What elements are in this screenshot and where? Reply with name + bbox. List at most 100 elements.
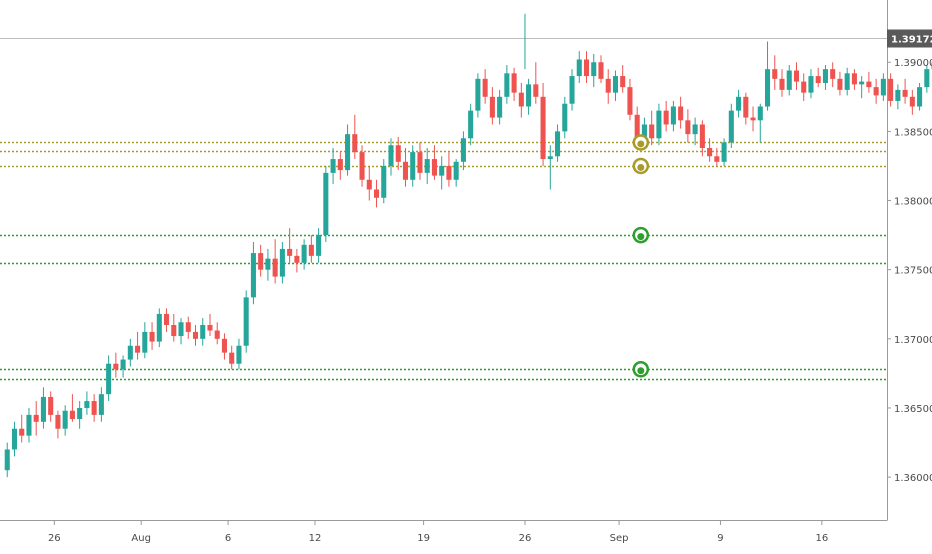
candle-body [866,82,871,88]
candle-body [34,415,39,422]
candle-body [135,346,140,353]
level-marker-dot [637,164,644,171]
candle-body [895,90,900,101]
candle-body [207,325,212,331]
candle-body [410,152,415,180]
axes [0,0,888,521]
candle-body [157,314,162,342]
candle-body [236,346,241,364]
candle-body [569,76,574,104]
candle-body [432,159,437,176]
price-tick-label: 1.37500 [894,266,932,277]
candle-body [331,159,336,173]
candle-body [244,297,249,345]
candle-body [128,346,133,360]
candle-body [743,97,748,118]
price-tick-label: 1.39000 [894,58,932,69]
candle-body [823,69,828,83]
level-markers [634,135,648,376]
candle-body [150,332,155,342]
candle-body [193,332,198,339]
candle-body [388,145,393,166]
candle-body [26,415,31,436]
time-tick-label: 12 [309,533,322,544]
candle-body [374,189,379,197]
candle-body [504,73,509,97]
candle-body [367,180,372,190]
candle-body [280,249,285,277]
time-tick-label: 19 [417,533,430,544]
candle-body [215,331,220,339]
candle-body [910,97,915,107]
level-marker-dot [637,233,644,240]
candle-body [309,245,314,256]
candle-body [490,97,495,118]
price-axis-ticks[interactable]: 1.390001.385001.380001.375001.370001.365… [887,58,932,484]
level-marker-1[interactable] [634,159,648,173]
candle-body [693,124,698,134]
candle-body [714,156,719,162]
candle-body [251,253,256,297]
candle-body [852,73,857,84]
level-marker-2[interactable] [634,228,648,242]
price-tick-label: 1.38500 [894,127,932,138]
candle-body [352,134,357,152]
current-price-tag: 1.39172 [887,30,932,48]
candle-body [620,76,625,87]
level-marker-dot [637,140,644,147]
candle-body [439,166,444,176]
candle-body [787,71,792,90]
candle-body [888,79,893,101]
candle-body [12,429,17,450]
candle-body [461,138,466,162]
candle-body [417,152,422,173]
candle-body [541,97,546,159]
candle-body [562,104,567,132]
candle-body [294,256,299,263]
candle-body [5,449,10,470]
candle-body [758,106,763,120]
candle-body [200,325,205,339]
time-tick-label: 9 [717,533,723,544]
price-tick-label: 1.38000 [894,197,932,208]
candle-body [403,162,408,180]
time-tick-label: 6 [225,533,231,544]
candle-body [613,76,618,93]
candle-body [497,97,502,118]
level-marker-0[interactable] [634,135,648,149]
candle-body [171,325,176,336]
candle-body [859,82,864,85]
candle-body [425,159,430,173]
candle-body [323,173,328,235]
candle-body [360,152,365,180]
candle-body [381,166,386,198]
time-tick-label: Aug [131,533,151,544]
candle-body [584,59,589,76]
time-tick-label: 16 [815,533,828,544]
candle-body [106,364,111,394]
candle-body [99,394,104,415]
candle-body [533,84,538,96]
candle-body [475,79,480,111]
level-marker-3[interactable] [634,362,648,376]
candle-body [186,322,191,332]
candle-body [874,87,879,95]
candle-body [649,124,654,138]
candle-body [519,93,524,107]
candle-body [316,235,321,256]
candle-body [577,59,582,76]
time-tick-label: 26 [519,533,532,544]
candle-body [265,259,270,270]
candles [5,14,932,477]
candle-body [483,79,488,97]
candle-body [903,90,908,97]
candle-body [222,339,227,353]
level-marker-dot [637,367,644,374]
candle-body [345,134,350,170]
candle-body [924,69,929,87]
candle-body [48,397,53,415]
candle-body [287,249,292,256]
candle-body [396,145,401,162]
